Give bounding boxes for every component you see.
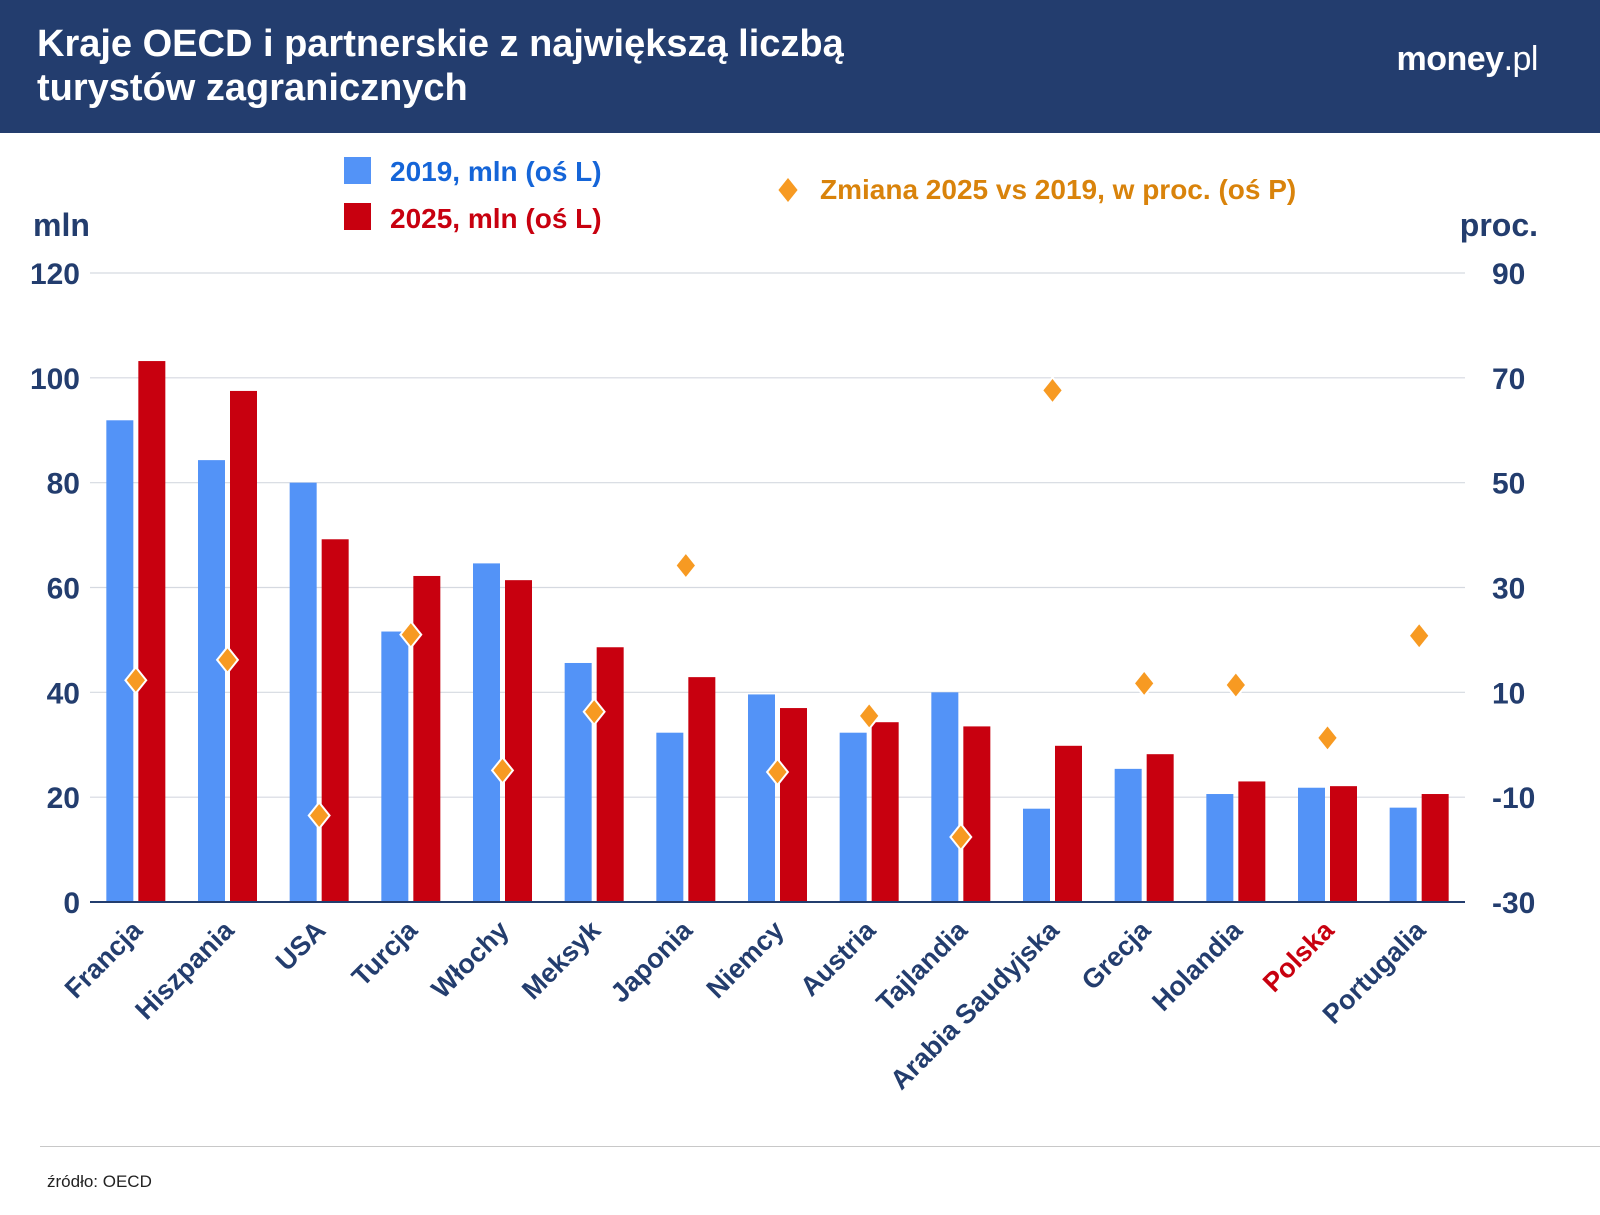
legend-label-2019: 2019, mln (oś L) xyxy=(390,156,602,187)
y-left-tick-label: 100 xyxy=(30,363,80,396)
bar-2025 xyxy=(780,708,807,902)
bar-2025 xyxy=(321,539,349,902)
y-right-axis-title: proc. xyxy=(1460,207,1538,243)
y-left-axis-title: mln xyxy=(33,207,90,243)
bar-2019 xyxy=(381,631,409,902)
bar-2019 xyxy=(473,563,500,902)
footer-divider xyxy=(40,1146,1600,1147)
bars xyxy=(106,361,1449,902)
y-right-tick-label: 70 xyxy=(1492,363,1525,396)
y-right-tick-label: 10 xyxy=(1492,677,1525,710)
x-category-label: Hiszpania xyxy=(129,914,240,1025)
y-left-tick-label: 40 xyxy=(47,677,80,710)
chart: 0 20 40 60 80 100 120 -30 -10 10 30 50 70 90 mln proc. F… xyxy=(30,156,1538,1095)
change-marker xyxy=(1315,723,1340,753)
header-bar: Kraje OECD i partnerskie z największą li… xyxy=(0,0,1600,133)
change-marker xyxy=(765,757,790,787)
legend: 2019, mln (oś L) 2025, mln (oś L) Zmiana 2… xyxy=(344,156,1296,234)
money-pl-logo: money.pl xyxy=(1396,40,1538,79)
bar-2019 xyxy=(748,694,775,902)
logo-tld: .pl xyxy=(1503,40,1539,78)
bar-2019 xyxy=(106,420,134,902)
bar-2025 xyxy=(871,722,899,902)
change-marker xyxy=(1040,375,1065,406)
bar-2019 xyxy=(1023,808,1050,902)
legend-swatch-2019 xyxy=(344,157,371,184)
bar-2019 xyxy=(289,482,317,902)
bar-2025 xyxy=(963,726,991,902)
change-marker xyxy=(949,822,973,852)
change-marker xyxy=(399,620,423,650)
bar-2025 xyxy=(505,580,532,902)
x-category-label: Grecja xyxy=(1076,914,1157,995)
change-marker xyxy=(1407,621,1431,651)
title-line-2: turystów zagranicznych xyxy=(37,67,468,109)
x-category-label: Francja xyxy=(59,914,149,1004)
bar-2019 xyxy=(839,732,867,902)
bar-2025 xyxy=(596,647,624,902)
bar-2025 xyxy=(1421,794,1449,902)
y-right-tick-label: -10 xyxy=(1492,782,1535,815)
y-left-tick-label: 0 xyxy=(63,887,80,920)
bar-2025 xyxy=(688,677,716,902)
y-right-tick-label: 90 xyxy=(1492,258,1525,291)
bar-2025 xyxy=(1330,786,1357,902)
change-marker xyxy=(674,550,698,581)
change-marker xyxy=(1132,668,1156,699)
y-right-tick-label: 30 xyxy=(1492,573,1525,606)
x-category-label: Włochy xyxy=(426,915,515,1004)
bar-2025 xyxy=(1146,754,1174,902)
change-marker xyxy=(215,645,240,675)
x-category-label: Turcja xyxy=(346,914,424,992)
y-left-tick-label: 60 xyxy=(47,573,80,606)
x-category-label: Meksyk xyxy=(516,914,607,1005)
x-category-label: Niemcy xyxy=(701,915,790,1004)
bar-2019 xyxy=(1206,794,1234,902)
change-marker xyxy=(124,665,148,695)
bar-2019 xyxy=(656,732,684,902)
x-category-label: USA xyxy=(270,915,332,977)
bar-2019 xyxy=(564,662,592,902)
x-category-label: Japonia xyxy=(605,914,699,1008)
y-left-tick-label: 20 xyxy=(47,782,80,815)
title-line-1: Kraje OECD i partnerskie z największą li… xyxy=(37,23,844,65)
logo-main: money xyxy=(1396,40,1504,78)
gridlines xyxy=(90,272,1465,798)
bar-2025 xyxy=(1238,781,1266,902)
bar-2025 xyxy=(230,390,257,902)
bar-2025 xyxy=(1055,745,1082,902)
y-left-tick-label: 120 xyxy=(30,258,80,291)
bar-2019 xyxy=(1114,768,1142,902)
change-marker xyxy=(307,800,331,831)
legend-swatch-change xyxy=(778,178,798,202)
bar-2019 xyxy=(1389,807,1417,902)
change-marker xyxy=(857,701,881,731)
legend-swatch-2025 xyxy=(344,203,371,230)
y-right-tick-label: 50 xyxy=(1492,468,1525,501)
legend-label-2025: 2025, mln (oś L) xyxy=(390,203,602,234)
change-marker xyxy=(1224,670,1248,700)
bar-2019 xyxy=(198,460,225,902)
y-right-tick-label: -30 xyxy=(1492,887,1535,920)
x-category-label: Arabia Saudyjska xyxy=(884,914,1065,1095)
x-category-label: Holandia xyxy=(1146,914,1249,1017)
y-left-tick-label: 80 xyxy=(47,468,80,501)
x-category-label: Austria xyxy=(794,914,882,1002)
bar-2019 xyxy=(931,692,959,902)
bar-2025 xyxy=(413,575,441,902)
source-note: źródło: OECD xyxy=(47,1172,152,1191)
page-title: Kraje OECD i partnerskie z największą li… xyxy=(37,22,1137,110)
change-markers xyxy=(124,375,1431,852)
legend-label-change: Zmiana 2025 vs 2019, w proc. (oś P) xyxy=(820,174,1296,205)
bar-2025 xyxy=(138,361,166,902)
x-category-label: Polska xyxy=(1257,914,1340,997)
change-marker xyxy=(490,755,515,786)
change-marker xyxy=(582,697,606,727)
bar-2019 xyxy=(1298,787,1325,902)
